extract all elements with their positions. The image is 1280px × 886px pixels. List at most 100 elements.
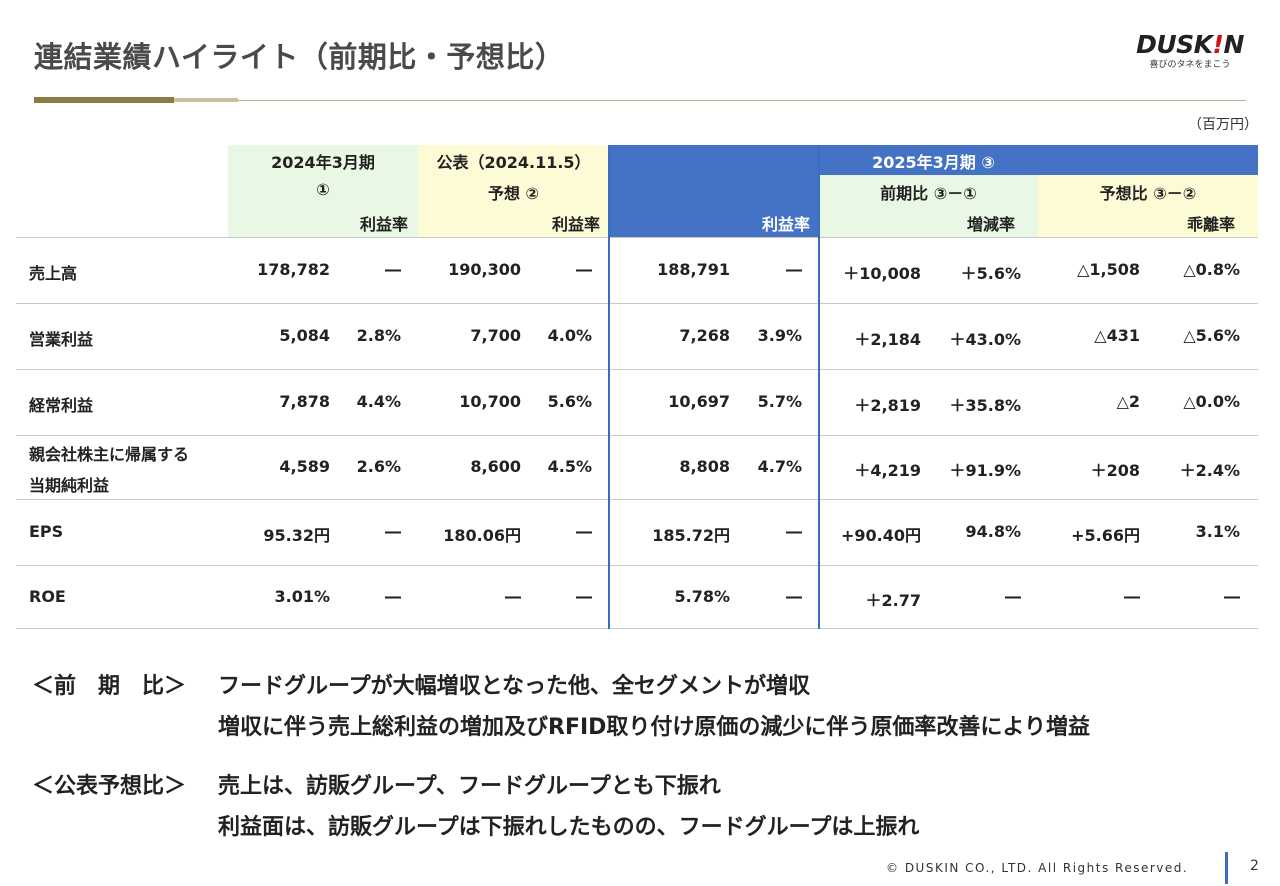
header-bg-current-margin (609, 175, 819, 237)
margin-prev: 2.6% (356, 457, 401, 476)
title-accent-bar (34, 97, 174, 103)
value-forecast: 8,600 (470, 457, 521, 476)
row-label-line2: 当期純利益 (29, 476, 110, 495)
header-bg-forecast (418, 145, 609, 237)
margin-prev: ― (385, 522, 401, 541)
row-label: ROE (29, 587, 66, 606)
header-forecast-mark: 予想 ② (487, 184, 540, 203)
yoy-diff: ＋2,184 (854, 330, 921, 349)
header-bg-yoy (819, 175, 1038, 237)
header-bg-current-year (609, 145, 1258, 175)
forecast-diff: △1,508 (1077, 260, 1140, 279)
value-current: 185.72円 (652, 526, 730, 545)
yoy-rate: ― (1005, 587, 1021, 606)
header-yoy: 前期比 ③－① (880, 184, 977, 203)
margin-forecast: 4.5% (547, 457, 592, 476)
yoy-rate: ＋91.9% (949, 461, 1021, 480)
yoy-rate: ＋5.6% (960, 264, 1021, 283)
title-underline (34, 100, 1246, 101)
value-forecast: 180.06円 (443, 526, 521, 545)
forecast-rate: △5.6% (1183, 326, 1240, 345)
row-divider (16, 369, 1258, 370)
margin-prev: ― (385, 260, 401, 279)
row-divider (16, 499, 1258, 500)
logo-wordmark: DUSK!N (1136, 30, 1244, 59)
value-prev: 7,878 (279, 392, 330, 411)
results-table: 2024年3月期 ① 公表（2024.11.5） 予想 ② 2025年3月期 ③… (16, 145, 1258, 629)
forecast-rate: ― (1224, 587, 1240, 606)
value-forecast: ― (505, 587, 521, 606)
current-year-border-right (818, 145, 820, 629)
forecast-rate: 3.1% (1195, 522, 1240, 541)
margin-forecast: 4.0% (547, 326, 592, 345)
note-yoy-line1: フードグループが大幅増収となった他、全セグメントが増収 (218, 674, 811, 699)
yoy-diff: ＋4,219 (854, 461, 921, 480)
note-yoy-line2: 増収に伴う売上総利益の増加及びRFID取り付け原価の減少に伴う原価率改善により増… (218, 715, 1090, 740)
header-margin-current: 利益率 (761, 215, 810, 234)
margin-forecast: ― (576, 260, 592, 279)
header-forecast: 公表（2024.11.5） (436, 153, 591, 172)
margin-prev: 2.8% (356, 326, 401, 345)
note-forecast-line2: 利益面は、訪販グループは下振れしたものの、フードグループは上振れ (218, 815, 920, 840)
header-change-rate: 増減率 (966, 215, 1015, 234)
yoy-diff: ＋10,008 (843, 264, 921, 283)
value-forecast: 10,700 (459, 392, 521, 411)
header-prev-year-mark: ① (316, 180, 330, 199)
header-bg-prev-year (228, 145, 418, 237)
margin-current: 4.7% (757, 457, 802, 476)
value-current: 7,268 (679, 326, 730, 345)
note-forecast-line1: 売上は、訪販グループ、フードグループとも下振れ (218, 774, 721, 799)
row-divider (16, 628, 1258, 629)
header-current-year: 2025年3月期 ③ (872, 153, 995, 172)
yoy-diff: ＋2,819 (854, 396, 921, 415)
header-margin-prev: 利益率 (359, 215, 408, 234)
forecast-diff: △431 (1094, 326, 1140, 345)
row-divider (16, 565, 1258, 566)
forecast-rate: ＋2.4% (1179, 461, 1240, 480)
header-bg-vs-forecast (1038, 175, 1258, 237)
yoy-rate: ＋43.0% (949, 330, 1021, 349)
header-prev-year: 2024年3月期 (271, 153, 375, 172)
yoy-rate: ＋35.8% (949, 396, 1021, 415)
value-current: 5.78% (674, 587, 730, 606)
value-current: 8,808 (679, 457, 730, 476)
yoy-rate: 94.8% (965, 522, 1021, 541)
row-divider (16, 435, 1258, 436)
value-prev: 178,782 (257, 260, 330, 279)
forecast-rate: △0.0% (1183, 392, 1240, 411)
yoy-diff: ＋2.77 (865, 591, 921, 610)
forecast-diff: ― (1124, 587, 1140, 606)
company-logo: DUSK!N 喜びのタネをまこう (1130, 30, 1250, 70)
unit-label: （百万円） (1188, 117, 1258, 133)
margin-prev: 4.4% (356, 392, 401, 411)
header-deviation-rate: 乖離率 (1186, 215, 1235, 234)
margin-prev: ― (385, 587, 401, 606)
header-vs-forecast: 予想比 ③－② (1099, 184, 1197, 203)
value-prev: 95.32円 (263, 526, 330, 545)
value-prev: 4,589 (279, 457, 330, 476)
value-forecast: 190,300 (448, 260, 521, 279)
margin-forecast: 5.6% (547, 392, 592, 411)
value-prev: 3.01% (274, 587, 330, 606)
page-title: 連結業績ハイライト（前期比・予想比） (34, 40, 565, 74)
forecast-diff: +5.66円 (1071, 526, 1140, 545)
row-label: 営業利益 (29, 330, 94, 349)
value-forecast: 7,700 (470, 326, 521, 345)
current-year-border-left (608, 145, 610, 629)
header-margin-forecast: 利益率 (551, 215, 600, 234)
page-number: 2 (1250, 858, 1259, 874)
margin-forecast: ― (576, 522, 592, 541)
margin-current: ― (786, 260, 802, 279)
row-label: 売上高 (29, 264, 78, 283)
forecast-diff: ＋208 (1090, 461, 1140, 480)
footer-divider (1225, 852, 1228, 884)
row-divider (16, 303, 1258, 304)
forecast-rate: △0.8% (1183, 260, 1240, 279)
margin-forecast: ― (576, 587, 592, 606)
value-prev: 5,084 (279, 326, 330, 345)
yoy-diff: +90.40円 (840, 526, 921, 545)
forecast-diff: △2 (1116, 392, 1140, 411)
note-yoy-heading: ＜前 期 比＞ (32, 674, 187, 699)
note-forecast-heading: ＜公表予想比＞ (32, 774, 187, 799)
value-current: 188,791 (657, 260, 730, 279)
